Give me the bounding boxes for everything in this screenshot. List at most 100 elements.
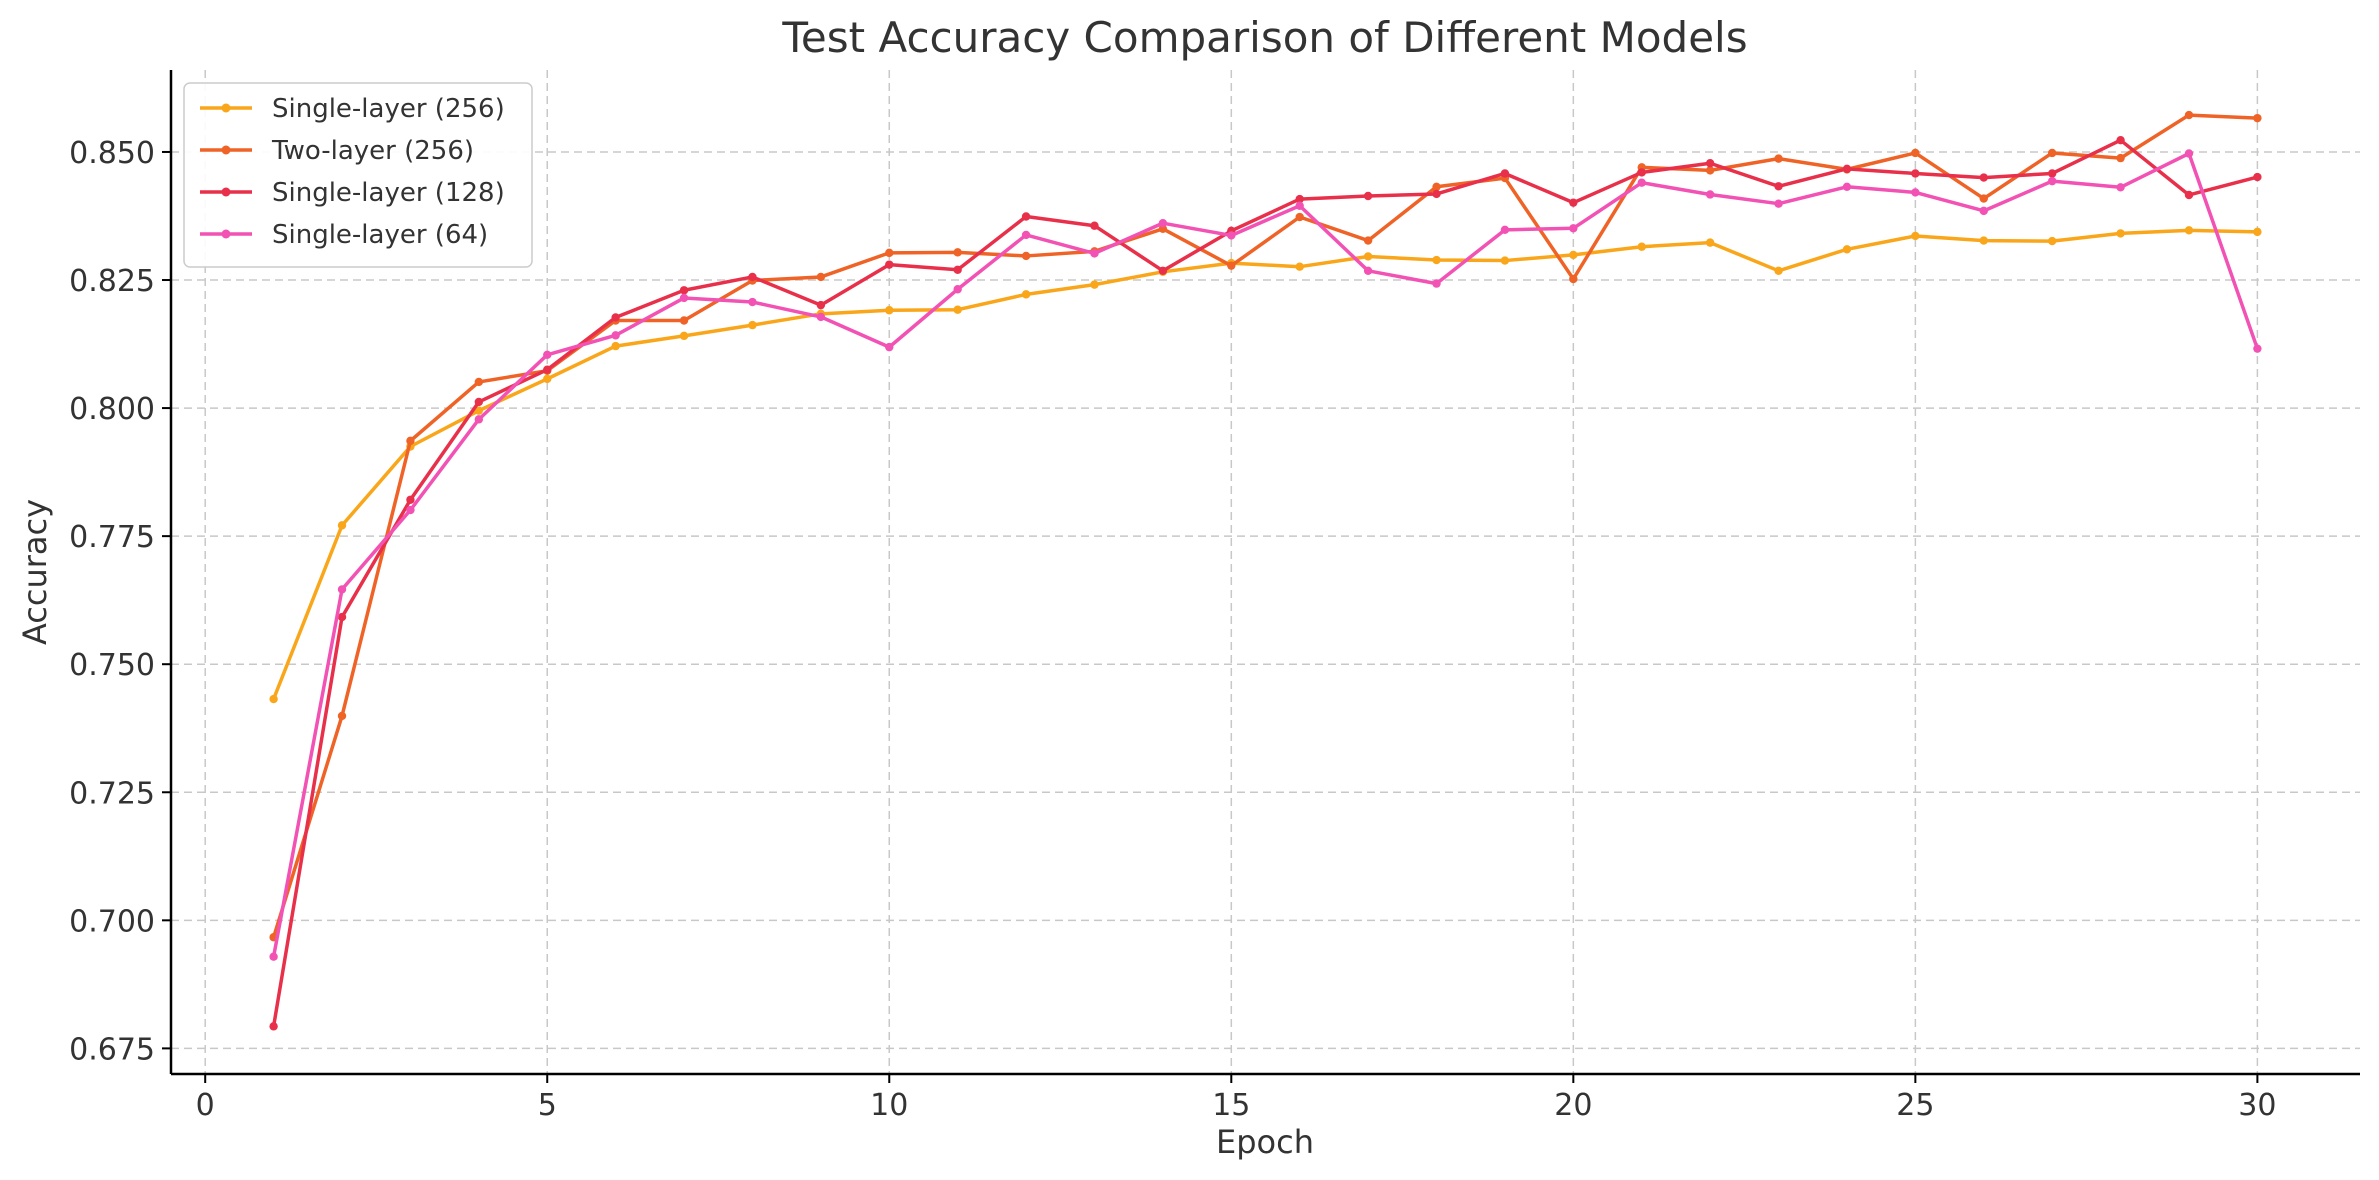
x-tick-label: 30 bbox=[2238, 1088, 2276, 1123]
data-point bbox=[1363, 252, 1373, 261]
data-point bbox=[2047, 176, 2057, 186]
data-point bbox=[679, 316, 689, 325]
data-point bbox=[406, 495, 415, 504]
data-point bbox=[337, 585, 347, 594]
series-line bbox=[271, 151, 2260, 958]
data-point bbox=[953, 265, 962, 274]
data-point bbox=[1705, 238, 1715, 247]
data-point bbox=[1979, 236, 1988, 245]
data-point bbox=[1363, 266, 1373, 275]
data-point bbox=[1774, 182, 1783, 191]
series-1 bbox=[269, 226, 2262, 704]
data-point bbox=[1705, 159, 1715, 168]
data-point bbox=[1637, 178, 1646, 187]
data-point bbox=[748, 272, 757, 282]
data-point bbox=[679, 293, 689, 303]
data-point bbox=[1979, 194, 1988, 203]
data-point bbox=[1842, 182, 1852, 191]
data-point bbox=[1705, 190, 1715, 199]
data-point bbox=[474, 377, 484, 387]
data-point bbox=[2184, 190, 2194, 200]
data-point bbox=[816, 312, 826, 322]
data-point bbox=[2184, 149, 2194, 158]
data-point bbox=[885, 306, 894, 315]
data-point bbox=[1569, 274, 1578, 284]
y-axis-label: Accuracy bbox=[16, 499, 54, 645]
data-point bbox=[1774, 266, 1783, 275]
data-point bbox=[269, 952, 278, 961]
legend-label: Single-layer (128) bbox=[272, 178, 505, 208]
data-point bbox=[1911, 169, 1920, 178]
data-point bbox=[543, 374, 552, 384]
series-line bbox=[271, 138, 2258, 1027]
data-point bbox=[1774, 199, 1783, 208]
data-point bbox=[1842, 245, 1852, 254]
x-tick-label: 5 bbox=[538, 1088, 557, 1123]
data-point bbox=[1569, 250, 1578, 260]
data-point bbox=[2253, 172, 2262, 182]
data-point bbox=[2047, 236, 2057, 246]
data-point bbox=[748, 297, 757, 307]
data-point bbox=[2116, 153, 2125, 163]
data-point bbox=[1021, 230, 1031, 240]
x-tick-label: 15 bbox=[1212, 1088, 1250, 1123]
data-point bbox=[1911, 148, 1920, 158]
legend-marker bbox=[221, 187, 231, 197]
data-point bbox=[1705, 166, 1715, 175]
data-point bbox=[885, 248, 894, 258]
data-point bbox=[748, 320, 757, 330]
y-tick-label: 0.675 bbox=[69, 1032, 155, 1067]
data-point bbox=[1500, 225, 1510, 235]
data-point bbox=[1911, 188, 1920, 197]
data-point bbox=[679, 286, 689, 295]
data-point bbox=[474, 415, 484, 424]
data-point bbox=[1432, 255, 1441, 265]
data-point bbox=[2116, 229, 2125, 238]
data-point bbox=[1432, 279, 1441, 288]
y-tick-label: 0.700 bbox=[69, 904, 155, 939]
x-tick-label: 20 bbox=[1554, 1088, 1592, 1123]
legend-item: Single-layer (128) bbox=[200, 178, 505, 208]
data-point bbox=[269, 1022, 278, 1031]
data-point bbox=[474, 406, 484, 415]
legend-label: Single-layer (256) bbox=[272, 94, 505, 124]
data-point bbox=[1295, 212, 1304, 222]
data-point bbox=[679, 331, 689, 341]
legend-label: Two-layer (256) bbox=[271, 136, 474, 166]
legend-item: Single-layer (256) bbox=[200, 94, 505, 124]
data-point bbox=[1021, 251, 1031, 261]
x-tick-label: 10 bbox=[870, 1088, 908, 1123]
data-point bbox=[543, 350, 552, 360]
data-point bbox=[953, 305, 962, 314]
data-point bbox=[2253, 227, 2262, 237]
legend-marker bbox=[221, 229, 231, 239]
data-point bbox=[611, 313, 620, 322]
series-line bbox=[271, 228, 2258, 700]
data-point bbox=[1432, 182, 1441, 191]
data-point bbox=[474, 397, 484, 407]
y-tick-label: 0.725 bbox=[69, 776, 155, 811]
data-point bbox=[2184, 110, 2194, 120]
data-point bbox=[885, 342, 894, 352]
legend: Single-layer (256) Two-layer (256) Single-… bbox=[183, 82, 533, 268]
data-point bbox=[406, 436, 415, 446]
data-point bbox=[1569, 198, 1578, 207]
data-point bbox=[1500, 256, 1510, 265]
legend-item: Single-layer (64) bbox=[200, 220, 488, 250]
series-4 bbox=[269, 149, 2262, 961]
data-point bbox=[1090, 221, 1099, 230]
data-point bbox=[611, 331, 620, 340]
legend-box bbox=[183, 82, 533, 268]
data-point bbox=[1911, 231, 1920, 241]
data-point bbox=[2184, 226, 2194, 235]
data-point bbox=[2116, 135, 2125, 145]
data-point bbox=[2116, 183, 2125, 192]
y-tick-label: 0.800 bbox=[69, 392, 155, 427]
data-point bbox=[1295, 262, 1304, 271]
x-axis-label: Epoch bbox=[1216, 1123, 1314, 1161]
y-tick-label: 0.750 bbox=[69, 648, 155, 683]
data-point bbox=[1500, 169, 1510, 178]
data-point bbox=[2253, 344, 2262, 353]
data-point bbox=[1227, 261, 1236, 270]
